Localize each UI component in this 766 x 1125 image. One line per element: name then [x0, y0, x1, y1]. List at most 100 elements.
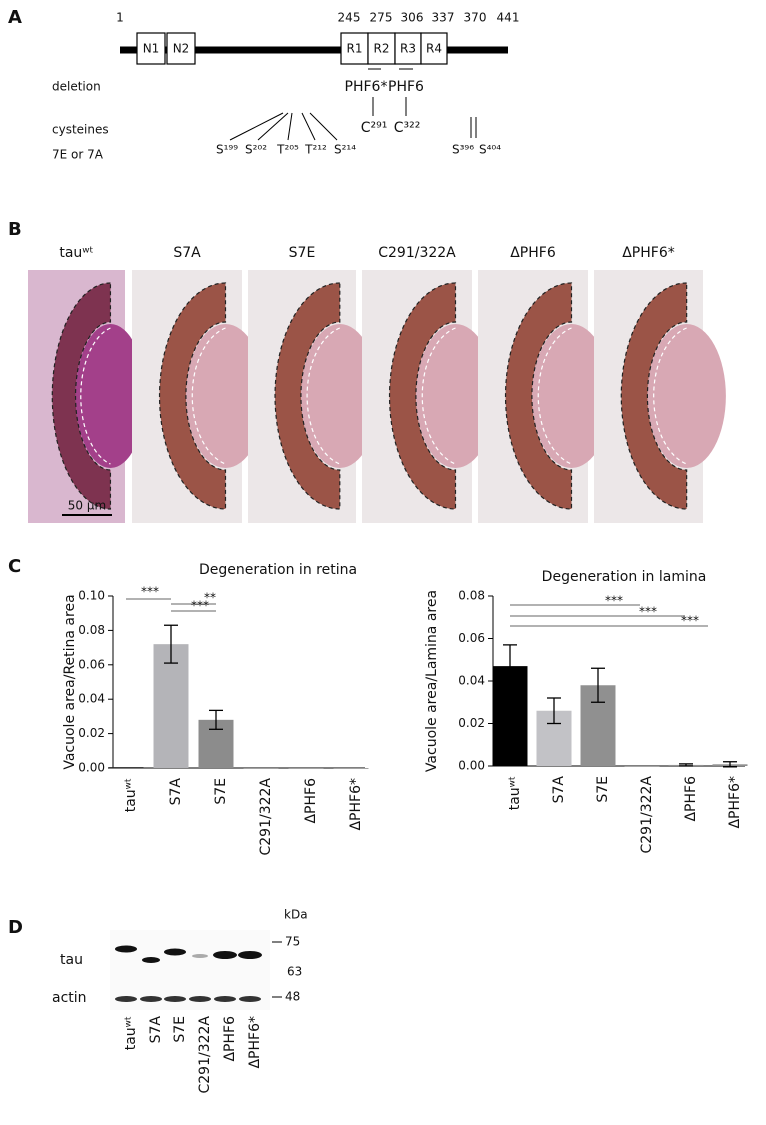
site: S³⁹⁶ — [452, 143, 474, 157]
lamina-line — [421, 327, 456, 465]
lamina-line — [653, 327, 687, 465]
position-label: 275 — [370, 11, 393, 25]
site-lines — [229, 68, 477, 141]
domain-label: N1 — [143, 42, 160, 56]
retina-crescent — [158, 282, 227, 510]
cysteine: C²⁹¹ — [361, 120, 388, 136]
position-label: 370 — [464, 11, 487, 25]
row-label: actin — [52, 990, 87, 1006]
site: S⁴⁰⁴ — [479, 143, 501, 157]
brain-tissue — [531, 324, 612, 468]
significance-label: *** — [605, 594, 623, 608]
unit-label: kDa — [284, 908, 308, 922]
histology-label: S7A — [173, 245, 201, 261]
position-label: 306 — [401, 11, 424, 25]
histology-label: ΔPHF6* — [622, 245, 675, 261]
error-bar — [547, 697, 561, 725]
retina-crescent — [504, 282, 573, 510]
row-label: tau — [60, 952, 83, 968]
marker-label: 48 — [285, 990, 300, 1004]
chart-title: Degeneration in retina — [199, 562, 357, 578]
site: T²⁰⁵ — [276, 143, 299, 157]
brain-tissue — [75, 324, 146, 468]
marker-label: 75 — [285, 935, 300, 949]
lane-label: ΔPHF6* — [247, 1016, 263, 1069]
position-label: 1 — [116, 11, 124, 25]
y-tick-label: 0.04 — [458, 674, 485, 688]
y-tick-label: 0.06 — [458, 631, 485, 645]
chart-title: Degeneration in lamina — [542, 569, 707, 585]
domain-label: R1 — [347, 42, 363, 56]
domain-label: N2 — [173, 42, 190, 56]
x-tick-label: tauʷᵗ — [123, 778, 139, 812]
brain-tissue — [415, 324, 496, 468]
site: S²⁰² — [245, 143, 267, 157]
lamina-line — [80, 327, 111, 465]
error-bar — [723, 761, 737, 768]
lamina-line — [306, 327, 341, 465]
site: T²¹² — [304, 143, 327, 157]
histology-label: C291/322A — [378, 245, 456, 261]
error-bar — [591, 667, 605, 703]
histology-label: ΔPHF6 — [510, 245, 556, 261]
marker-label: 63 — [287, 965, 302, 979]
deletion-name: PHF6* — [345, 79, 388, 95]
error-bar — [209, 709, 223, 730]
lane-label: C291/322A — [197, 1016, 213, 1094]
bar — [108, 767, 144, 768]
bar — [153, 644, 189, 768]
bar — [288, 768, 324, 769]
significance-label: *** — [681, 614, 699, 628]
brain-tissue — [647, 324, 726, 468]
position-label: 441 — [497, 11, 520, 25]
y-tick-label: 0.00 — [458, 759, 485, 773]
error-bar — [164, 624, 178, 664]
x-tick-label: C291/322A — [639, 776, 655, 854]
histology-panels — [28, 270, 726, 523]
lane-label: S7A — [148, 1016, 164, 1044]
y-tick-label: 0.10 — [78, 589, 105, 603]
x-tick-label: tauʷᵗ — [507, 776, 523, 810]
domain-label: R3 — [400, 42, 416, 56]
domain-label: R2 — [374, 42, 390, 56]
western-blot — [110, 930, 282, 1010]
lamina-line — [537, 327, 572, 465]
histology-label: S7E — [289, 245, 316, 261]
y-tick-label: 0.06 — [78, 657, 105, 671]
retina-crescent — [620, 282, 688, 510]
y-axis-label: Vacuole area/Retina area — [62, 594, 78, 769]
retina-crescent — [274, 282, 341, 510]
x-tick-label: S7A — [168, 778, 184, 806]
position-label: 337 — [432, 11, 455, 25]
x-tick-label: ΔPHF6* — [348, 778, 364, 831]
sites-label: 7E or 7A — [52, 148, 104, 162]
bar — [333, 768, 369, 769]
panel-label: D — [8, 917, 23, 938]
histology-label: tauʷᵗ — [59, 245, 93, 261]
significance-label: *** — [639, 605, 657, 619]
domain-label: R4 — [426, 42, 442, 56]
x-tick-label: C291/322A — [258, 778, 274, 856]
scale-bar-label: 50 µm — [68, 499, 106, 513]
x-tick-label: ΔPHF6 — [683, 776, 699, 822]
deletion-label: deletion — [52, 80, 101, 94]
deletion-name: PHF6 — [388, 79, 424, 95]
panel-label: C — [8, 556, 21, 577]
bar — [624, 766, 660, 767]
y-tick-label: 0.08 — [78, 623, 105, 637]
brain-tissue — [300, 324, 379, 468]
site: S²¹⁴ — [334, 143, 356, 157]
panel-label: A — [8, 7, 22, 28]
y-tick-label: 0.08 — [458, 589, 485, 603]
x-tick-label: ΔPHF6* — [727, 776, 743, 829]
panel-label: B — [8, 219, 22, 240]
significance-label: ** — [204, 591, 216, 605]
cysteines-label: cysteines — [52, 123, 109, 137]
retina-crescent — [388, 282, 457, 510]
y-tick-label: 0.00 — [78, 761, 105, 775]
significance-label: *** — [141, 585, 159, 599]
position-label: 245 — [338, 11, 361, 25]
retina-crescent — [51, 282, 112, 510]
x-tick-label: S7E — [213, 778, 229, 805]
